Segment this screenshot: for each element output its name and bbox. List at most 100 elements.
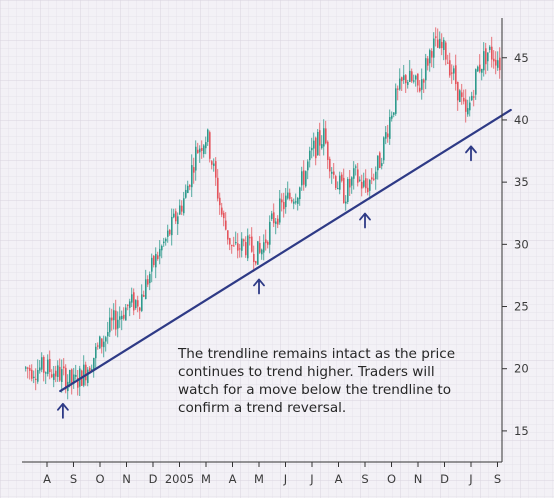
y-axis: 15 20 25 30 35 40 45 [502,51,529,438]
y-tick-label: 25 [514,300,529,314]
candle-body [429,50,431,64]
candle-body [71,369,73,384]
candle-body [143,294,145,297]
candle-body [219,197,221,206]
candle-body [171,216,173,236]
candle-body [173,213,175,218]
candle-body [263,242,265,253]
candle-body [339,175,341,190]
x-tick-label: 2005 [165,472,194,486]
candle-body [297,197,299,204]
candle-body [131,294,133,303]
candle-body [153,255,155,266]
candle-body [93,357,95,370]
candle-body [387,133,389,138]
candle-body [377,155,379,171]
candle-body [335,176,337,188]
candle-body [211,161,213,165]
candle-body [459,90,461,102]
x-tick-label: N [122,472,131,486]
x-tick-label: S [70,472,77,486]
candle-body [185,189,187,198]
candle-body [451,72,453,74]
candle-body [247,235,249,259]
x-tick-label: J [309,472,313,486]
x-tick-label: J [283,472,287,486]
candle-body [109,317,111,333]
candle-body [309,150,311,161]
candle-body [301,171,303,186]
candle-body [135,300,137,309]
candle-body [85,364,87,381]
candle-body [473,96,475,98]
candle-body [105,337,107,342]
candle-body [345,201,347,204]
candle-body [101,338,103,347]
candle-body [207,129,209,142]
candle-body [209,132,211,159]
candle-body [199,148,201,153]
candle-body [295,201,297,203]
candle-body [119,316,121,320]
candle-body [97,345,99,347]
candle-body [27,367,29,369]
candle-body [189,185,191,187]
candle-body [141,294,143,311]
candle-body [481,68,483,73]
candle-body [299,187,301,200]
annotation-line-3: watch for a move below the trendline to [178,382,452,398]
x-tick-label: A [43,472,51,486]
candle-body [463,97,465,102]
candle-body [157,255,159,259]
candle-body [125,307,127,321]
candle-body [45,372,47,374]
candle-body [233,245,235,247]
candle-body [35,378,37,381]
candle-body [283,201,285,210]
candle-body [235,242,237,244]
annotation-line-4: confirm a trend reversal. [178,400,347,416]
annotation-line-2: continues to trend higher. Traders will [178,364,435,380]
x-tick-label: M [254,472,264,486]
candle-body [203,145,205,154]
candle-body [255,261,257,264]
x-tick-label: S [361,472,368,486]
candle-body [239,248,241,250]
up-arrow-icon [359,212,371,229]
candle-body [403,75,405,80]
candle-body [457,81,459,101]
candle-body [49,358,51,372]
candle-body [193,167,195,173]
candle-body [497,60,499,68]
candle-body [433,38,435,58]
candle-body [265,239,267,244]
candle-body [267,241,269,245]
candle-body [251,236,253,252]
candle-body [73,374,75,384]
y-tick-label: 40 [514,113,529,127]
x-tick-label: O [387,472,396,486]
candle-body [325,128,327,144]
candle-body [477,66,479,72]
up-arrow-icon [465,145,477,162]
candle-body [341,174,343,181]
candle-body [259,242,261,253]
candle-body [329,158,331,172]
candle-body [421,79,423,90]
candle-body [95,346,97,359]
candle-body [285,195,287,208]
candle-body [231,244,233,247]
candle-body [395,88,397,114]
candle-body [181,205,183,212]
x-axis: A S O N D 2005 M A M J J A S O N D J S [43,462,501,486]
candle-body [223,212,225,219]
candle-body [397,88,399,90]
candles-layer [25,27,501,400]
candle-body [291,199,293,202]
candle-body [69,369,71,384]
candle-body [357,169,359,183]
x-tick-label: N [414,472,423,486]
candle-body [437,39,439,48]
up-arrow-icon [253,278,265,295]
